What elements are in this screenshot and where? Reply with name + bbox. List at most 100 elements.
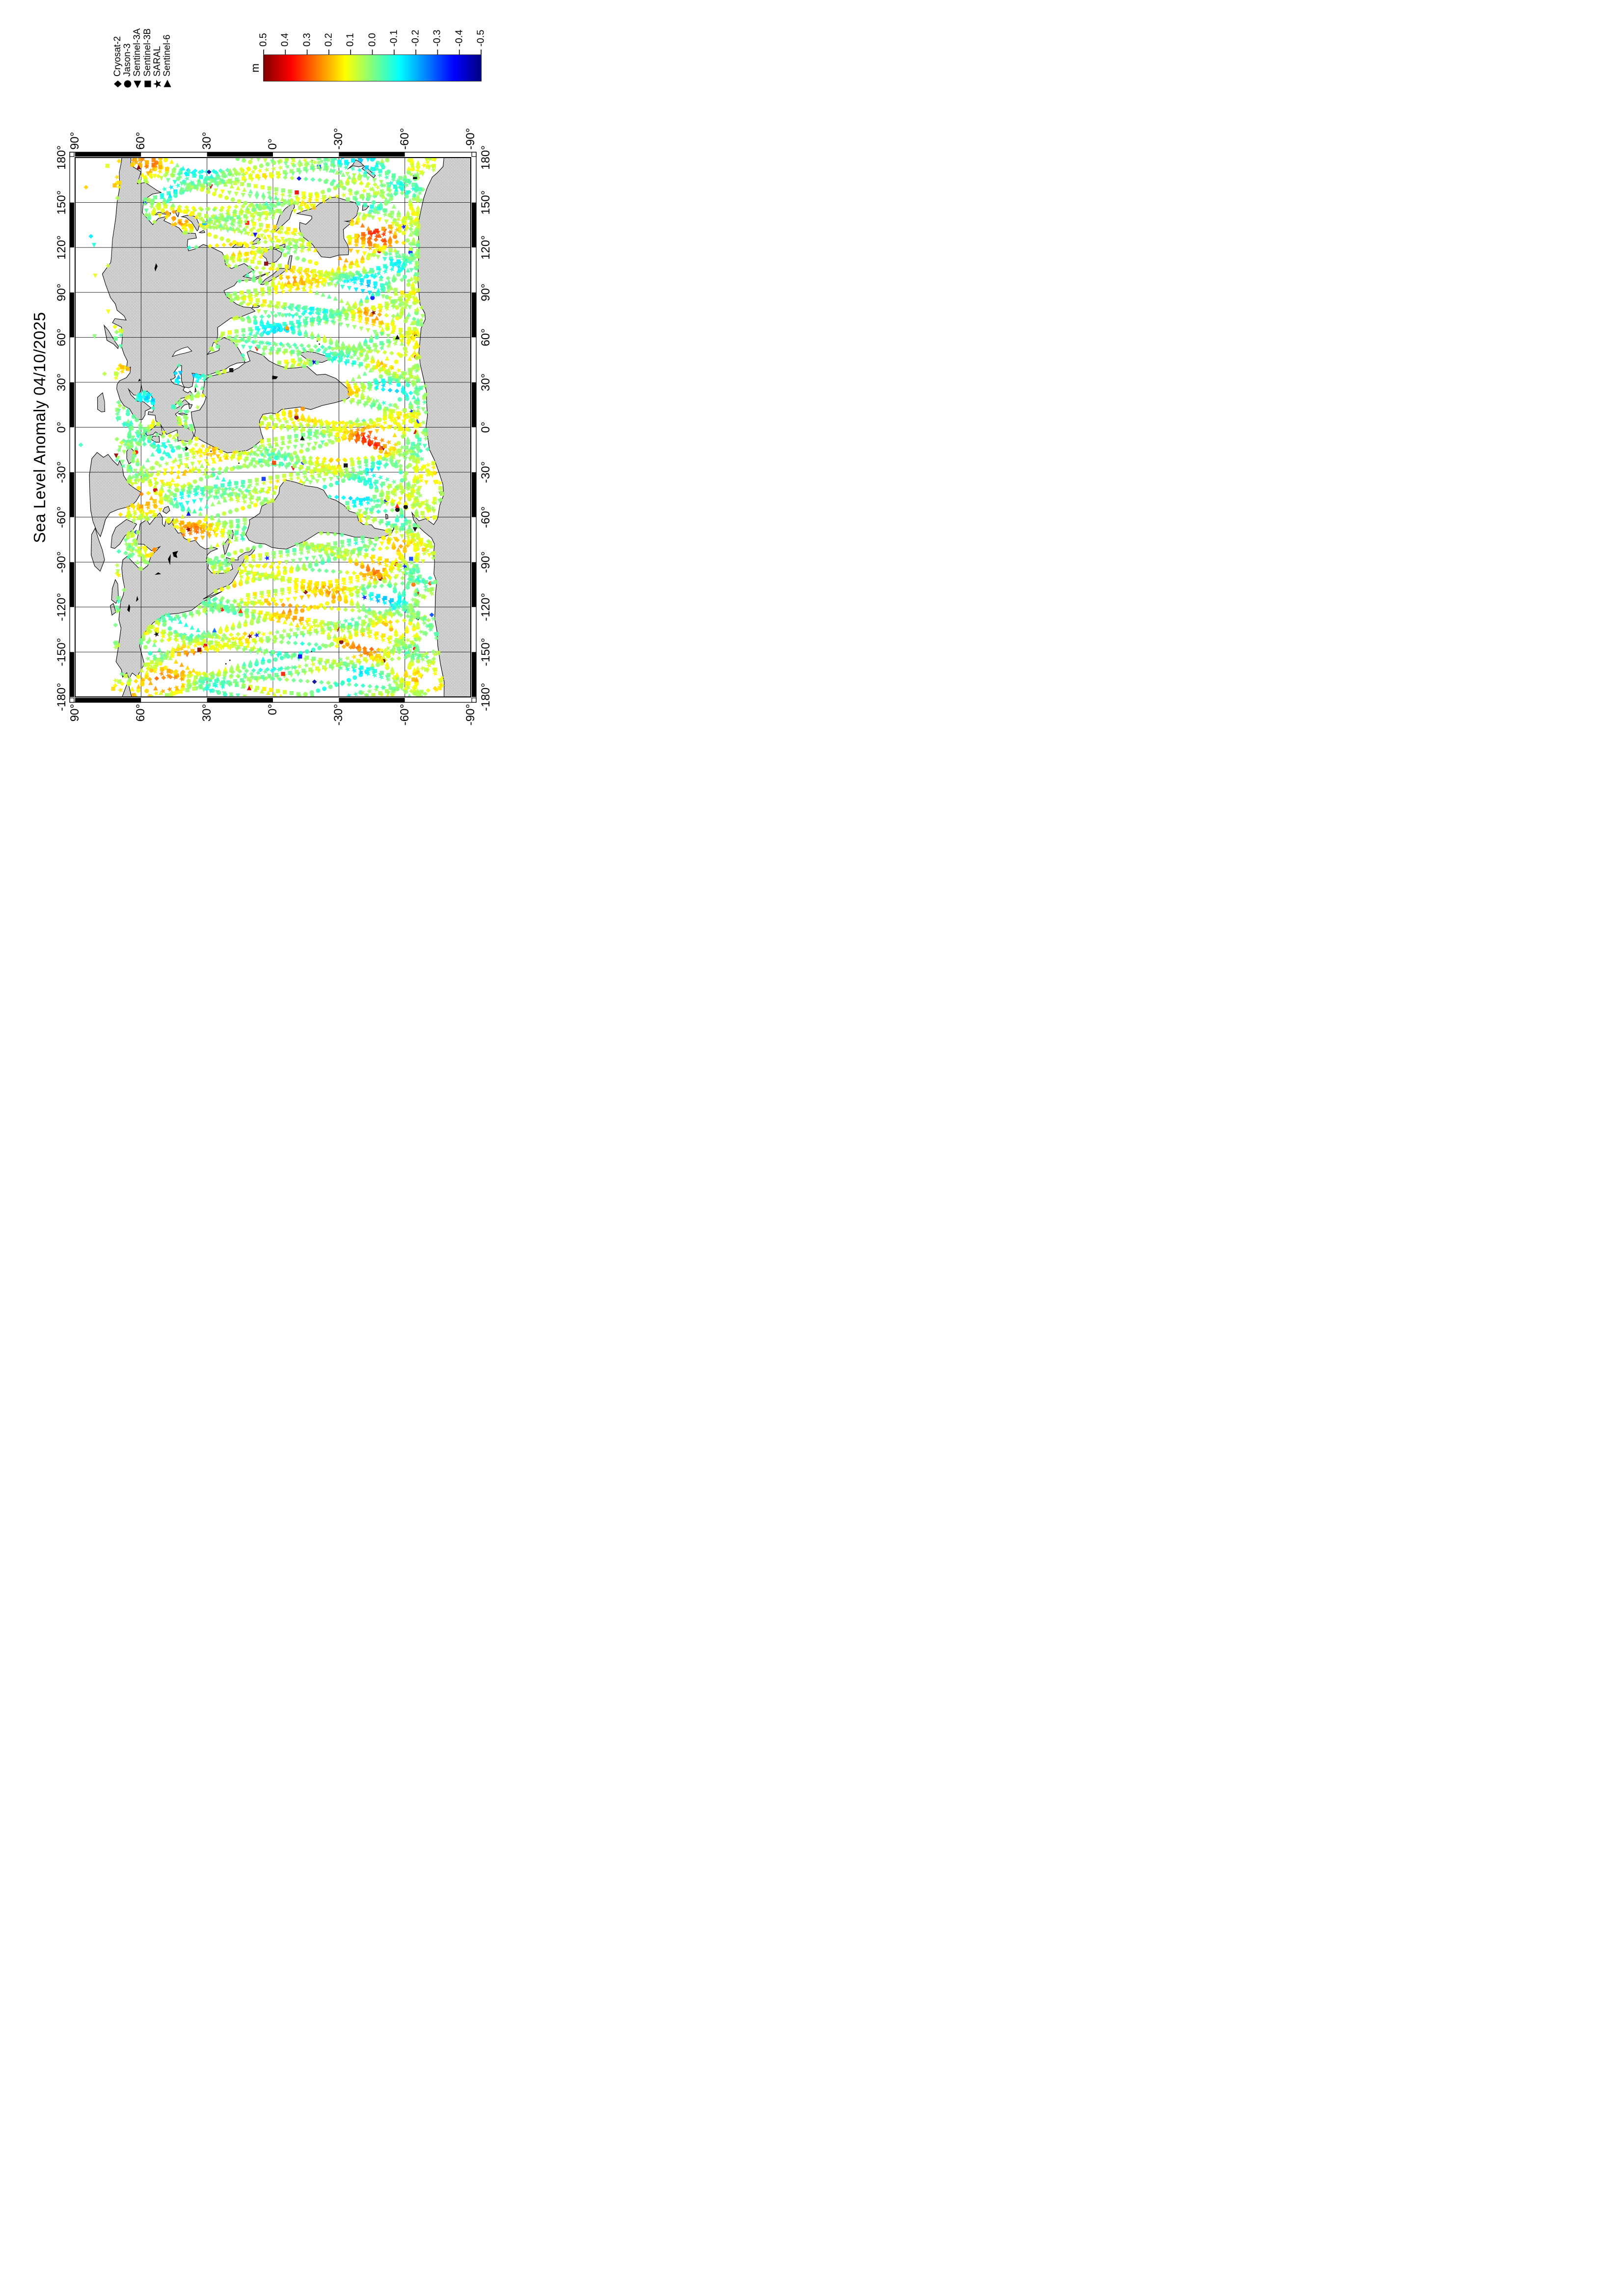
frame-band-segment <box>70 472 74 517</box>
frame-band-segment <box>75 152 141 157</box>
frame-band-segment <box>405 698 471 702</box>
frame-band-segment <box>70 427 74 473</box>
frame-band-segment <box>472 517 476 562</box>
frame-band-segment <box>339 698 405 702</box>
diamond-icon <box>114 80 122 87</box>
lon-tick-label-bottom: -30° <box>479 461 492 483</box>
colorbar-tick-label: -0.5 <box>475 29 487 47</box>
rotated-plot: Sea Level Anomaly 04/10/2025 -180°-180°-… <box>0 0 541 765</box>
colorbar-tick-label: 0.2 <box>323 33 334 47</box>
colorbar-unit-label: m <box>249 63 261 73</box>
frame-band-segment <box>141 152 207 157</box>
lon-tick-label-bottom: 30° <box>479 373 492 392</box>
lon-tick-label-bottom: -60° <box>479 506 492 528</box>
lat-tick-label-right: 60° <box>134 132 148 150</box>
lat-tick-label-right: 90° <box>68 132 81 150</box>
lon-tick-label-top: -150° <box>55 638 68 667</box>
frame-band-segment <box>207 152 273 157</box>
lon-tick-label-top: -60° <box>55 506 68 528</box>
colorbar-tick-label: -0.1 <box>388 29 400 47</box>
lat-tick-label-left: -90° <box>464 704 477 726</box>
lon-tick-label-top: 150° <box>55 190 68 215</box>
frame-band-segment <box>472 472 476 517</box>
colorbar-tick-label: 0.5 <box>258 33 269 47</box>
lon-tick-label-bottom: 0° <box>479 422 492 433</box>
lat-tick-label-left: -30° <box>332 704 346 726</box>
frame-band-segment <box>70 607 74 652</box>
legend-label: SARAL <box>152 46 162 77</box>
lon-tick-label-top: 90° <box>55 283 68 301</box>
legend-label: Sentinel-3B <box>142 28 153 77</box>
lon-tick-label-top: 120° <box>55 235 68 260</box>
lat-tick-label-left: 60° <box>134 704 148 722</box>
frame-band-segment <box>471 697 477 703</box>
lon-tick-label-top: -120° <box>55 593 68 621</box>
colorbar-tick-label: -0.2 <box>410 29 421 47</box>
legend-label: Cryosat-2 <box>112 36 123 77</box>
lon-tick-label-bottom: 60° <box>479 328 492 347</box>
lon-tick-label-bottom: -120° <box>479 593 492 621</box>
colorbar-tick-label: -0.4 <box>454 29 465 47</box>
frame-band-segment <box>472 382 476 427</box>
lon-tick-label-top: -90° <box>55 551 68 573</box>
colorbar-tick-label: 0.1 <box>345 33 356 47</box>
frame-band-segment <box>69 697 75 703</box>
legend-label: Jason-3 <box>122 43 133 77</box>
lon-tick-label-bottom: -150° <box>479 638 492 667</box>
frame-band-segment <box>472 562 476 607</box>
lat-tick-label-right: 30° <box>200 132 214 150</box>
frame-band-segment <box>273 152 339 157</box>
frame-band-segment <box>472 158 476 203</box>
colorbar-tick-label: 0.3 <box>301 33 313 47</box>
legend-label: Sentinel-3A <box>132 28 143 77</box>
lat-tick-label-left: 90° <box>68 704 81 722</box>
frame-band-segment <box>70 292 74 338</box>
triangle-right-icon <box>163 80 171 87</box>
legend-label: Sentinel-6 <box>162 34 172 77</box>
frame-band-segment <box>70 652 74 697</box>
star-icon <box>153 80 162 88</box>
frame-band-segment <box>472 427 476 473</box>
lat-tick-label-left: -60° <box>398 704 411 726</box>
map-frame <box>69 50 482 703</box>
frame-band-segment <box>70 247 74 293</box>
frame-band-segment <box>70 562 74 607</box>
lon-tick-label-top: 180° <box>55 145 68 170</box>
lon-tick-label-top: -180° <box>55 683 68 711</box>
lon-tick-label-top: -30° <box>55 461 68 483</box>
lat-tick-label-right: -30° <box>332 128 346 150</box>
colorbar-tick-label: 0.4 <box>279 33 291 47</box>
lon-tick-label-bottom: -180° <box>479 683 492 711</box>
frame-band-segment <box>70 517 74 562</box>
frame-band-segment <box>75 157 471 697</box>
frame-band-segment <box>207 698 273 702</box>
square-icon <box>144 80 151 87</box>
frame-band-segment <box>70 202 74 248</box>
colorbar-tick-label: -0.3 <box>432 29 443 47</box>
frame-band-segment <box>472 247 476 293</box>
frame-band-segment <box>273 698 339 702</box>
colorbar-tick-label: 0.0 <box>367 33 378 47</box>
frame-band-segment <box>472 607 476 652</box>
frame-band-segment <box>472 202 476 248</box>
lat-tick-label-left: 0° <box>266 704 279 715</box>
screenshot-page: Sea Level Anomaly 04/10/2025 -180°-180°-… <box>0 0 541 765</box>
triangle-left-icon <box>134 80 141 88</box>
frame-band-segment <box>69 152 477 703</box>
frame-band-segment <box>70 337 74 382</box>
lon-tick-label-bottom: 90° <box>479 283 492 301</box>
frame-band-segment <box>405 152 471 157</box>
lon-tick-label-bottom: 150° <box>479 190 492 215</box>
colorbar-gradient <box>264 55 481 81</box>
frame-band-segment <box>339 152 405 157</box>
lon-tick-label-top: 60° <box>55 328 68 347</box>
circle-icon <box>124 80 132 88</box>
lon-tick-label-bottom: 120° <box>479 235 492 260</box>
frame-band-segment <box>472 292 476 338</box>
frame-band-segment <box>75 698 141 702</box>
lat-tick-label-left: 30° <box>200 704 214 722</box>
lat-tick-label-right: -60° <box>398 128 411 150</box>
lat-tick-label-right: 0° <box>266 138 279 150</box>
frame-band-segment <box>472 337 476 382</box>
lon-tick-label-bottom: -90° <box>479 551 492 573</box>
